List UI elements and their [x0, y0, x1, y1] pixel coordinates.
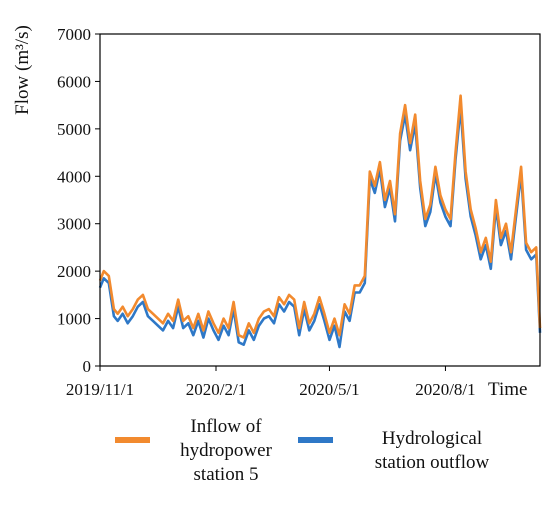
y-tick-label: 4000 [57, 167, 91, 186]
x-tick-labels: 2019/11/1 2020/2/1 2020/5/1 2020/8/1 [66, 366, 476, 399]
legend-label-outflow-line2: station outflow [375, 452, 490, 473]
legend-label-inflow-line2: hydropower [180, 440, 272, 461]
legend-label-outflow-line1: Hydrological [382, 428, 482, 449]
legend: Inflow of hydropower station 5 Hydrologi… [115, 416, 490, 485]
axis-frame [99, 33, 541, 367]
x-tick-label: 2019/11/1 [66, 380, 134, 399]
y-tick-label: 5000 [57, 120, 91, 139]
legend-label-inflow-line3: station 5 [194, 464, 259, 485]
x-tick-label: 2020/5/1 [299, 380, 359, 399]
y-tick-label: 2000 [57, 262, 91, 281]
x-axis-title: Time [488, 379, 527, 400]
x-tick-label: 2020/8/1 [415, 380, 475, 399]
y-axis-title: Flow (m³/s) [12, 25, 33, 115]
x-tick-label: 2020/2/1 [186, 380, 246, 399]
y-tick-label: 7000 [57, 25, 91, 44]
legend-label-inflow-line1: Inflow of [190, 416, 262, 437]
y-tick-label: 1000 [57, 310, 91, 329]
y-tick-label: 0 [83, 357, 92, 376]
y-tick-label: 6000 [57, 72, 91, 91]
y-tick-label: 3000 [57, 215, 91, 234]
series-line-outflow [98, 106, 542, 349]
plot-frame [99, 33, 541, 367]
series-lines [98, 94, 542, 349]
series-line-inflow [98, 94, 542, 339]
y-tick-labels: 0 1000 2000 3000 4000 5000 6000 7000 [57, 25, 100, 376]
